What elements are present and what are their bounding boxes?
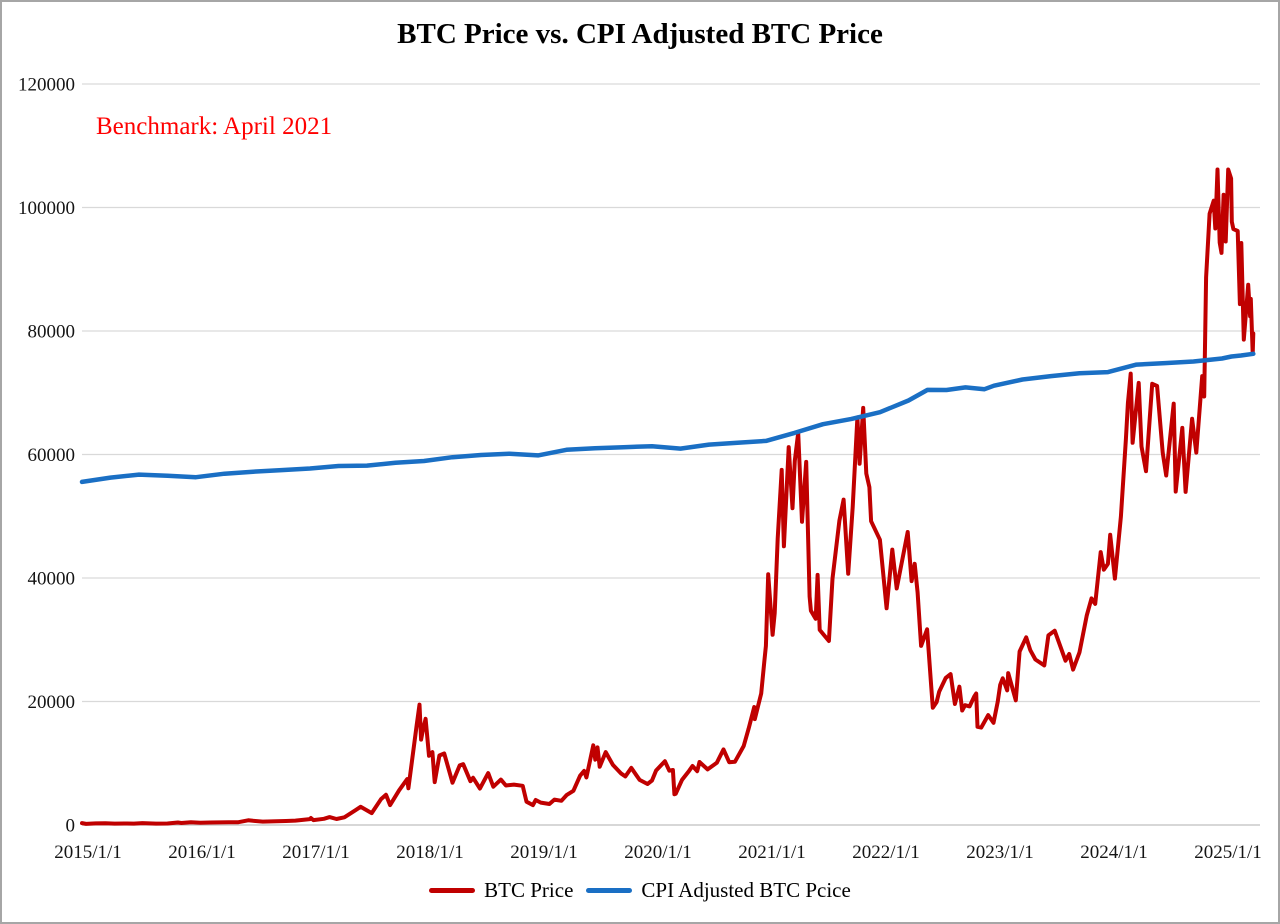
y-tick-label: 100000 — [18, 198, 75, 219]
x-tick-label: 2017/1/1 — [282, 842, 350, 863]
gridlines — [82, 83, 1260, 826]
y-tick-label: 120000 — [18, 75, 75, 96]
y-tick-label: 20000 — [28, 692, 76, 713]
x-tick-label: 2015/1/1 — [54, 842, 122, 863]
chart-title: BTC Price vs. CPI Adjusted BTC Price — [397, 18, 883, 50]
series-lines — [79, 167, 1256, 826]
cpi-adjusted-btc-price-line — [79, 351, 1256, 485]
legend-label-btc-price: BTC Price — [484, 878, 574, 902]
x-tick-label: 2025/1/1 — [1194, 842, 1262, 863]
cpi-adjusted-line-swatch — [586, 888, 633, 893]
y-tick-label: 0 — [66, 816, 76, 837]
legend-item-btc-price: BTC Price — [429, 878, 573, 903]
x-tick-label: 2020/1/1 — [624, 842, 692, 863]
x-tick-label: 2022/1/1 — [852, 842, 920, 863]
y-tick-label: 60000 — [28, 445, 76, 466]
x-tick-label: 2016/1/1 — [168, 842, 236, 863]
x-tick-label: 2018/1/1 — [396, 842, 464, 863]
btc-price-line-swatch — [429, 888, 476, 893]
x-tick-label: 2019/1/1 — [510, 842, 578, 863]
legend-item-cpi-adjusted: CPI Adjusted BTC Pcice — [586, 878, 851, 903]
y-tick-label: 40000 — [28, 569, 76, 590]
y-tick-label: 80000 — [28, 322, 76, 343]
legend-label-cpi-adjusted: CPI Adjusted BTC Pcice — [641, 878, 851, 902]
x-tick-label: 2024/1/1 — [1080, 842, 1148, 863]
benchmark-annotation: Benchmark: April 2021 — [96, 113, 333, 140]
axis-labels: 0 20000 40000 60000 80000 100000 120000 2015/1/… — [18, 75, 1262, 864]
btc-price-line — [80, 167, 1256, 826]
x-tick-label: 2023/1/1 — [966, 842, 1034, 863]
legend: BTC Price CPI Adjusted BTC Pcice — [2, 878, 1278, 903]
x-tick-label: 2021/1/1 — [738, 842, 806, 863]
